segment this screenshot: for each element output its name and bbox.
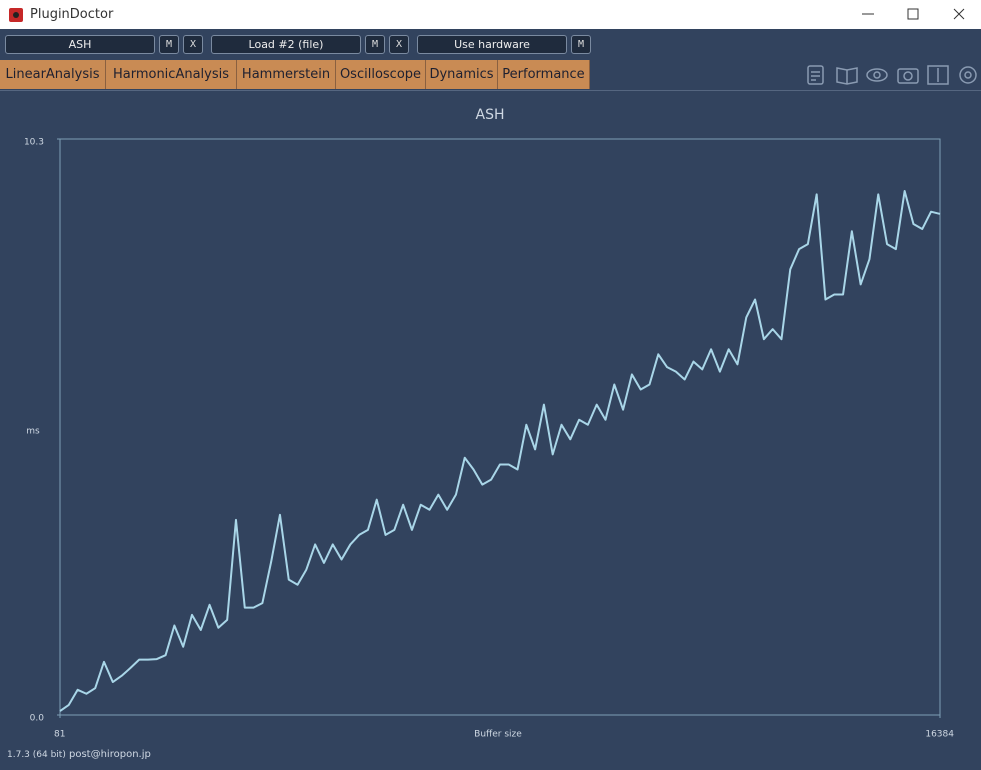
tab[interactable]: Oscilloscope (336, 60, 426, 89)
slot-button[interactable]: M (159, 35, 179, 54)
version: 1.7.3 (64 bit) (7, 750, 66, 760)
tab[interactable]: LinearAnalysis (0, 60, 106, 89)
tab[interactable]: HarmonicAnalysis (106, 60, 237, 89)
x-tick-label: 81 (54, 730, 65, 740)
chart: ASH Buffer size ms 0.0 10.3 81 16384 (24, 107, 954, 740)
window-title: PluginDoctor (30, 7, 114, 22)
slot: ASH M X (5, 35, 203, 54)
slot: Use hardware M (417, 35, 591, 54)
tab[interactable]: Dynamics (426, 60, 498, 89)
plot-frame (59, 138, 941, 716)
x-tick-label: 16384 (925, 730, 954, 740)
slot-label[interactable]: ASH (5, 35, 155, 54)
footer: 1.7.3 (64 bit) post@hiropon.jp (0, 748, 981, 770)
toolbar: ASH M X Load #2 (file) M X Use hardware … (0, 29, 981, 60)
slot-button[interactable]: X (389, 35, 409, 54)
y-tick-label: 0.0 (30, 714, 45, 724)
y-axis-label: ms (26, 427, 40, 437)
tab[interactable]: Performance (498, 60, 590, 89)
slot-button[interactable]: M (365, 35, 385, 54)
email: post@hiropon.jp (69, 749, 151, 760)
window-controls[interactable] (850, 0, 981, 29)
tab-bar: LinearAnalysis HarmonicAnalysis Hammerst… (0, 60, 981, 91)
chart-title: ASH (476, 107, 505, 123)
slot-button[interactable]: X (183, 35, 203, 54)
slot-button[interactable]: M (571, 35, 591, 54)
app-icon (9, 8, 23, 22)
slot: Load #2 (file) M X (211, 35, 409, 54)
x-axis-label: Buffer size (474, 730, 522, 740)
slot-label[interactable]: Load #2 (file) (211, 35, 361, 54)
data-line (59, 190, 941, 712)
title-bar: PluginDoctor (0, 0, 981, 29)
y-tick-label: 10.3 (24, 138, 44, 148)
tool-icons[interactable] (805, 63, 981, 89)
tab[interactable]: Hammerstein (237, 60, 336, 89)
slot-label[interactable]: Use hardware (417, 35, 567, 54)
